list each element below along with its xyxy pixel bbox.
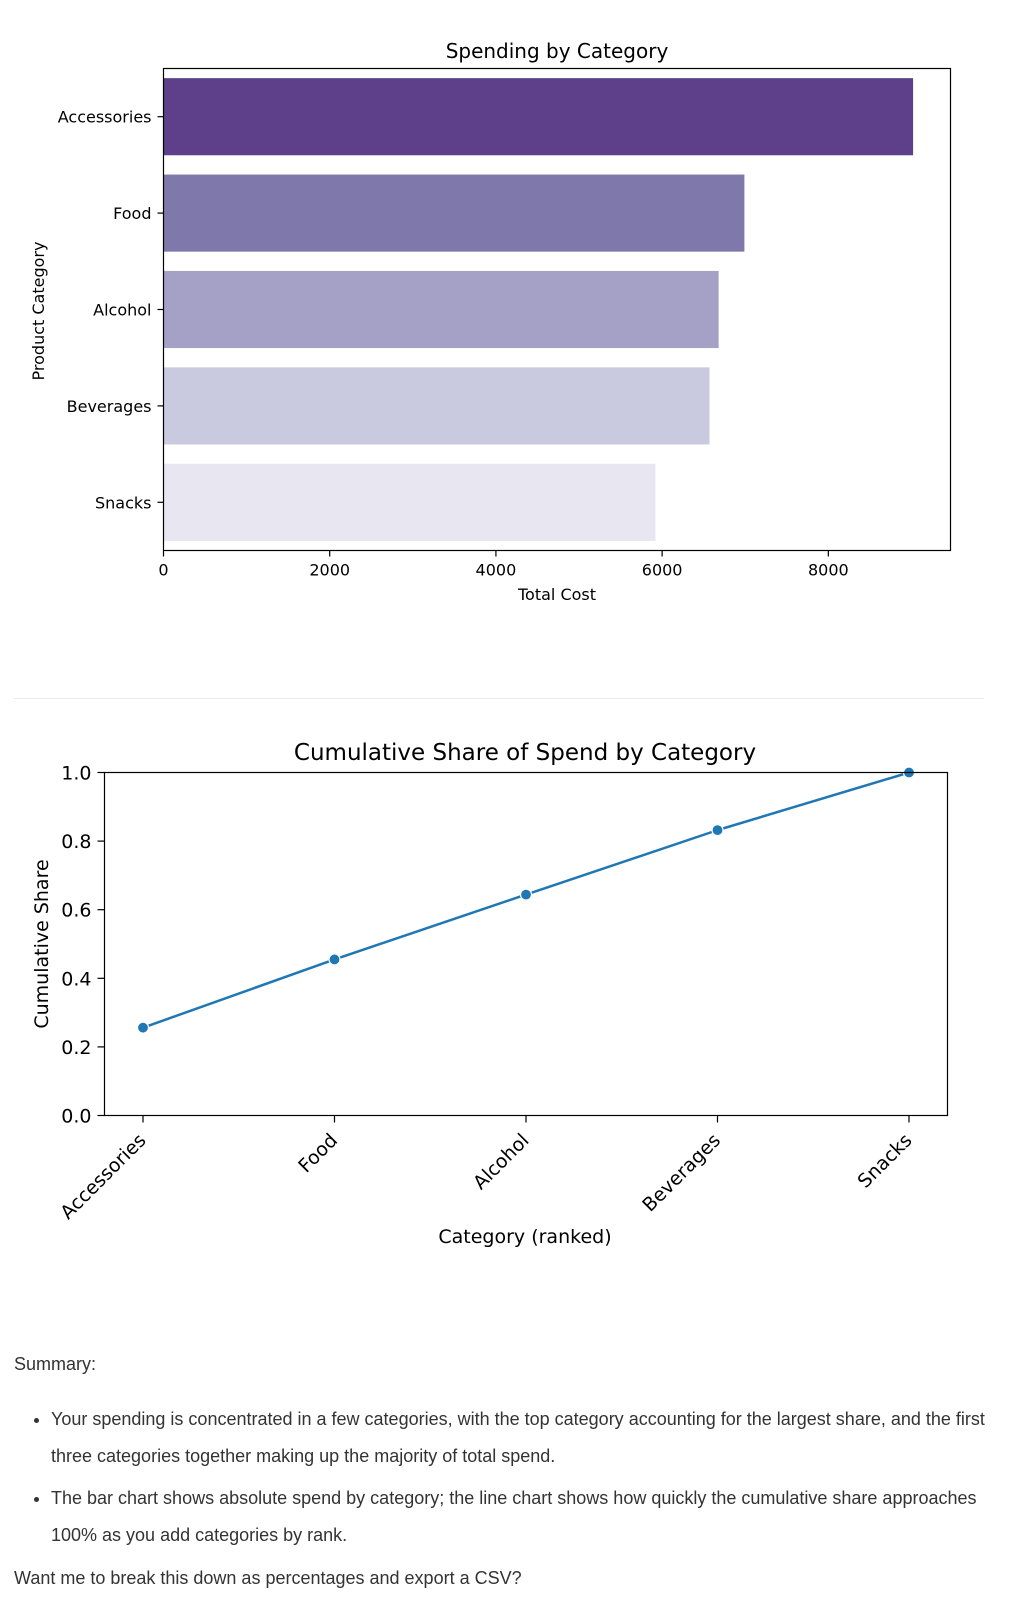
follow-up-question: Want me to break this down as percentage… [14,1568,522,1588]
cumulative-share-point [136,1021,150,1034]
line-chart-ylabel: Cumulative Share [31,859,53,1028]
summary-heading: Summary: [14,1354,97,1374]
bar-ytick-label: Accessories [58,108,152,127]
cumulative-share-point [328,953,341,966]
line-chart-xlabel: Category (ranked) [438,1226,611,1248]
line-xtick-label: Accessories [56,1129,150,1223]
cumulative-share-point [711,824,724,837]
bar-beverages [163,367,710,445]
bar-alcohol [163,270,719,349]
bar-xtick-label: 4000 [476,561,517,580]
bar-food [163,174,745,252]
line-ytick-label: 0.8 [61,831,91,853]
bar-chart-plot-frame [162,67,952,552]
bar-chart-ylabel: Product Category [29,242,48,381]
line-xtick-label: Snacks [854,1129,917,1192]
bar-ytick-label: Snacks [95,493,152,512]
spending-by-category-chart: Spending by Category Product Category To… [29,39,952,604]
line-ytick-label: 0.6 [61,900,91,922]
bar-chart-title: Spending by Category [446,39,669,63]
summary-bullet: Your spending is concentrated in a few c… [51,1401,994,1475]
summary-list: Your spending is concentrated in a few c… [14,1401,994,1554]
line-ytick-label: 0.2 [61,1037,91,1059]
bar-ytick-label: Alcohol [93,301,151,320]
line-ytick-label: 0.0 [61,1106,91,1128]
bar-ytick-label: Beverages [67,397,152,416]
bar-xtick-label: 0 [158,561,168,580]
line-chart-plot-frame [103,771,949,1117]
line-ytick-label: 0.4 [61,968,91,990]
line-xtick-label: Alcohol [469,1129,534,1194]
cumulative-share-point [519,888,533,901]
bar-xtick-label: 6000 [642,561,683,580]
line-ytick-label: 1.0 [61,763,91,785]
bar-accessories [163,78,914,156]
bar-xtick-label: 8000 [808,561,849,580]
summary-bullet: The bar chart shows absolute spend by ca… [51,1480,994,1554]
line-xtick-label: Beverages [638,1129,725,1216]
bar-chart-xlabel: Total Cost [517,585,596,604]
line-chart-title: Cumulative Share of Spend by Category [294,740,756,766]
cumulative-share-chart: Cumulative Share of Spend by Category Cu… [31,740,949,1248]
line-xtick-label: Food [294,1129,342,1177]
summary-section: Summary: Your spending is concentrated i… [14,1346,994,1597]
bar-xtick-label: 2000 [309,561,350,580]
bar-snacks [163,463,656,541]
section-divider [14,698,984,699]
bar-ytick-label: Food [113,204,151,223]
